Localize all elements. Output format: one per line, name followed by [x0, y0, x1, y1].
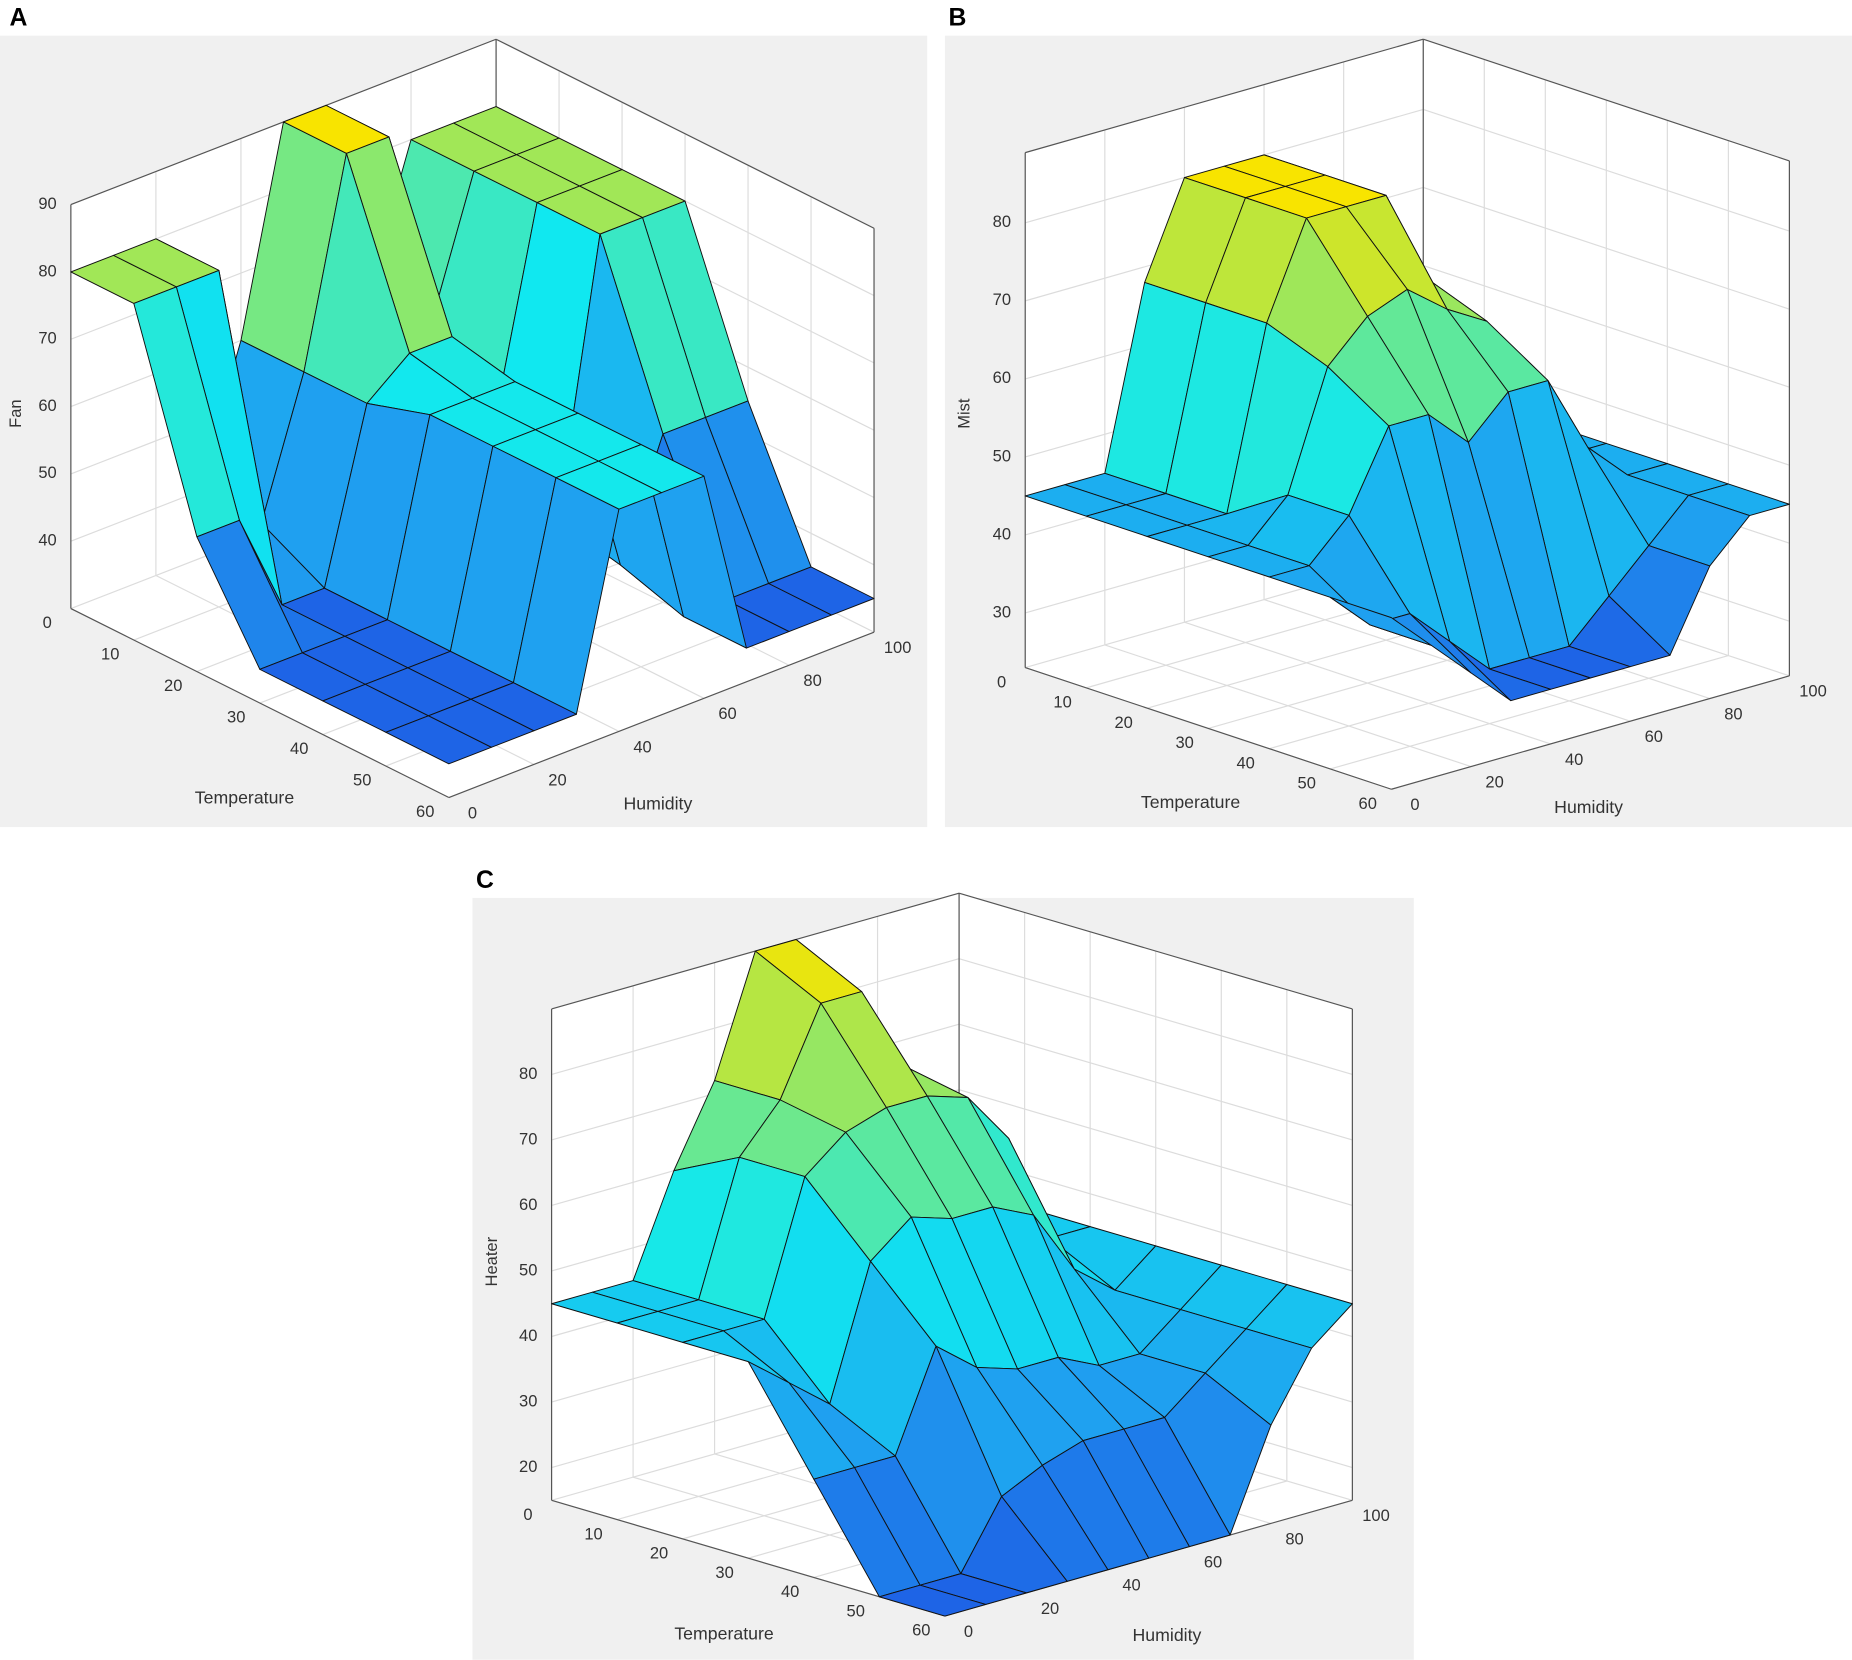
x-tick-label: 30 [715, 1563, 733, 1582]
x-tick-label: 0 [997, 672, 1006, 691]
y-tick-label: 100 [884, 638, 912, 657]
y-tick-label: 60 [1204, 1552, 1222, 1571]
y-tick-label: 100 [1362, 1506, 1390, 1525]
z-tick-label: 50 [993, 446, 1011, 465]
x-tick-label: 50 [1298, 774, 1316, 793]
y-tick-label: 0 [964, 1622, 973, 1641]
grid-line [958, 1023, 1353, 1141]
x-tick-label: 0 [523, 1505, 532, 1524]
axis-edge [495, 38, 875, 229]
axis-edge [1025, 667, 1392, 790]
x-tick-label: 10 [1053, 693, 1071, 712]
y-tick-label: 100 [1799, 682, 1827, 701]
z-tick-label: 60 [38, 396, 56, 415]
grid-line [1423, 186, 1790, 310]
x-tick-label: 10 [101, 645, 119, 664]
y-tick-label: 40 [1122, 1576, 1140, 1595]
x-axis-label: Temperature [674, 1624, 774, 1644]
z-tick-label: 30 [519, 1391, 537, 1410]
axis-edge [1423, 38, 1790, 162]
axis-edge [1025, 38, 1424, 154]
z-tick-label: 70 [993, 290, 1011, 309]
grid-line [1330, 655, 1729, 770]
x-tick-label: 20 [164, 676, 182, 695]
x-tick-label: 40 [290, 739, 308, 758]
surface-face [1329, 596, 1432, 646]
y-tick-label: 40 [1565, 750, 1583, 769]
x-tick-label: 50 [847, 1601, 865, 1620]
grid-line [1423, 108, 1790, 232]
x-tick-label: 0 [43, 613, 52, 632]
y-axis-label: Humidity [1133, 1625, 1202, 1645]
z-tick-label: 50 [38, 463, 56, 482]
x-tick-label: 50 [353, 771, 371, 790]
z-axis-label: Fan [6, 399, 25, 427]
z-tick-label: 40 [38, 531, 56, 550]
z-tick-label: 70 [519, 1129, 537, 1148]
y-tick-label: 0 [1410, 795, 1419, 814]
z-tick-label: 80 [519, 1064, 537, 1083]
x-tick-label: 40 [781, 1582, 799, 1601]
x-tick-label: 20 [650, 1544, 668, 1563]
x-tick-label: 60 [912, 1621, 930, 1640]
axis-edge [448, 631, 875, 799]
z-tick-label: 60 [993, 368, 1011, 387]
z-tick-label: 20 [519, 1457, 537, 1476]
x-tick-label: 60 [1359, 794, 1377, 813]
grid-line [1423, 264, 1790, 388]
y-tick-label: 60 [1645, 727, 1663, 746]
x-tick-label: 10 [584, 1524, 602, 1543]
grid-line [958, 1089, 1353, 1207]
y-tick-label: 80 [1285, 1529, 1303, 1548]
y-tick-label: 0 [468, 803, 477, 822]
y-axis-label: Humidity [1554, 797, 1623, 817]
x-tick-label: 60 [416, 802, 434, 821]
y-tick-label: 20 [1485, 772, 1503, 791]
y-tick-label: 80 [1724, 704, 1742, 723]
grid-line [958, 958, 1353, 1076]
z-tick-label: 70 [38, 329, 56, 348]
x-tick-label: 40 [1237, 753, 1255, 772]
panel-label: C [476, 867, 494, 894]
y-tick-label: 20 [548, 770, 566, 789]
y-tick-label: 60 [718, 704, 736, 723]
panel-label: A [9, 5, 27, 32]
x-tick-label: 30 [1175, 733, 1193, 752]
grid-line [1184, 621, 1551, 745]
axis-edge [70, 608, 450, 799]
y-axis-label: Humidity [623, 793, 692, 813]
surface-face [878, 1584, 987, 1617]
axis-edge [1391, 675, 1790, 790]
grid-line [1263, 599, 1631, 722]
z-tick-label: 40 [519, 1326, 537, 1345]
z-tick-label: 80 [993, 212, 1011, 231]
z-axis-label: Heater [482, 1236, 501, 1286]
z-tick-label: 30 [993, 602, 1011, 621]
x-axis-label: Temperature [1141, 792, 1241, 812]
z-axis-label: Mist [954, 398, 973, 429]
z-tick-label: 60 [519, 1195, 537, 1214]
x-tick-label: 30 [227, 708, 245, 727]
z-tick-label: 90 [38, 194, 56, 213]
y-tick-label: 80 [803, 671, 821, 690]
x-axis-label: Temperature [195, 787, 295, 807]
z-tick-label: 50 [519, 1260, 537, 1279]
y-tick-label: 20 [1041, 1599, 1059, 1618]
y-tick-label: 40 [633, 737, 651, 756]
axis-edge [958, 892, 1353, 1010]
x-tick-label: 20 [1114, 713, 1132, 732]
grid-line [1104, 644, 1472, 768]
z-tick-label: 80 [38, 261, 56, 280]
surface-face [385, 715, 492, 765]
panel-label: B [948, 5, 966, 32]
z-tick-label: 40 [993, 524, 1011, 543]
